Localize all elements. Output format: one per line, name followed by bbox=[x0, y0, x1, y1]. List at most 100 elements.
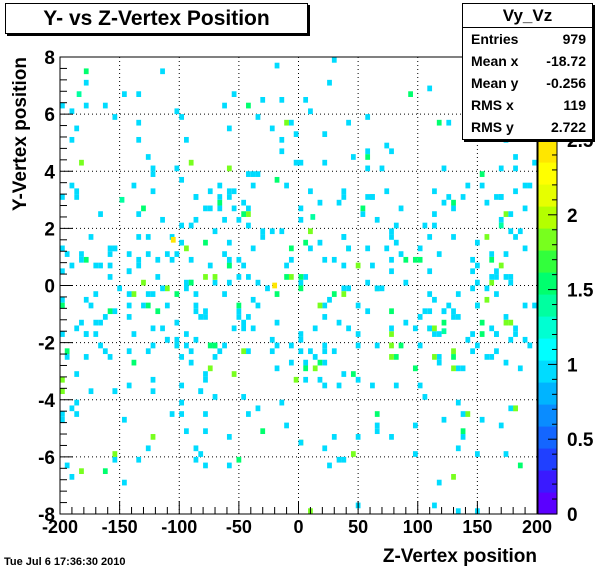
palette-tick-label: 0 bbox=[567, 505, 578, 526]
bin bbox=[274, 342, 280, 349]
bin bbox=[298, 331, 304, 337]
bin bbox=[174, 108, 180, 115]
bin bbox=[341, 456, 347, 463]
stats-row-entries: Entries 979 bbox=[463, 28, 592, 50]
bin bbox=[236, 256, 242, 263]
bin bbox=[98, 342, 103, 349]
stats-label: RMS x bbox=[471, 97, 514, 113]
bin bbox=[484, 199, 490, 206]
bin bbox=[126, 348, 132, 355]
bin bbox=[451, 348, 456, 355]
bin bbox=[365, 308, 371, 315]
bin bbox=[470, 268, 475, 275]
bin bbox=[184, 136, 189, 143]
bin bbox=[274, 176, 280, 183]
bin bbox=[231, 371, 237, 377]
bin bbox=[169, 411, 175, 417]
bin bbox=[255, 171, 261, 177]
bin bbox=[303, 376, 309, 383]
bin bbox=[398, 342, 404, 349]
bin bbox=[503, 274, 509, 280]
bin bbox=[83, 102, 89, 109]
bin bbox=[393, 382, 399, 389]
bin bbox=[150, 165, 156, 172]
bin bbox=[226, 462, 232, 469]
bin bbox=[389, 342, 394, 349]
bin bbox=[417, 382, 423, 389]
bin bbox=[446, 194, 452, 200]
bin bbox=[436, 359, 442, 366]
bin bbox=[474, 262, 480, 269]
bin bbox=[131, 359, 137, 366]
bin bbox=[279, 96, 285, 103]
bin bbox=[260, 428, 266, 435]
bin bbox=[74, 399, 80, 406]
bin bbox=[389, 434, 394, 440]
bin bbox=[412, 422, 418, 429]
bin bbox=[341, 371, 347, 377]
bin bbox=[217, 199, 223, 206]
bin bbox=[241, 319, 247, 326]
bin bbox=[403, 279, 409, 286]
bin bbox=[508, 279, 514, 286]
bin bbox=[83, 68, 89, 75]
bin bbox=[60, 331, 65, 337]
bin bbox=[508, 228, 514, 235]
bin bbox=[174, 342, 180, 349]
bin bbox=[427, 308, 433, 315]
bin bbox=[355, 342, 361, 349]
bin bbox=[279, 228, 285, 235]
bin bbox=[441, 319, 447, 326]
palette-swatch bbox=[538, 206, 557, 229]
bin bbox=[455, 365, 461, 372]
bin bbox=[355, 262, 361, 269]
bin bbox=[145, 234, 151, 240]
bin bbox=[150, 434, 156, 440]
bin bbox=[69, 405, 75, 412]
bin bbox=[360, 205, 366, 212]
palette-swatch bbox=[538, 382, 557, 405]
bin bbox=[298, 279, 304, 286]
y-tick-label: 8 bbox=[44, 48, 55, 69]
bin bbox=[150, 188, 156, 195]
bin bbox=[451, 314, 456, 320]
bin bbox=[107, 262, 113, 269]
bin bbox=[60, 416, 65, 423]
bin bbox=[417, 314, 423, 320]
stats-value: 2.722 bbox=[550, 119, 586, 135]
bin bbox=[489, 325, 495, 332]
bin bbox=[336, 456, 342, 463]
bin bbox=[322, 382, 328, 389]
bin bbox=[346, 285, 351, 292]
bin bbox=[250, 325, 256, 332]
bin bbox=[284, 182, 289, 189]
bin bbox=[322, 256, 328, 263]
bin bbox=[494, 268, 499, 275]
bin-highlight bbox=[76, 91, 82, 97]
bin bbox=[432, 331, 437, 337]
bin bbox=[136, 119, 142, 126]
bin bbox=[432, 325, 437, 332]
bin bbox=[141, 205, 146, 212]
bin bbox=[470, 285, 475, 292]
bin bbox=[384, 142, 390, 149]
bin bbox=[484, 296, 490, 303]
bin bbox=[131, 331, 137, 337]
bin bbox=[226, 165, 232, 172]
bin bbox=[474, 239, 480, 246]
bin bbox=[284, 274, 289, 280]
bin bbox=[64, 348, 70, 355]
bin bbox=[60, 411, 65, 417]
bin bbox=[88, 388, 94, 395]
bin bbox=[269, 336, 275, 343]
bin bbox=[188, 256, 194, 263]
bin bbox=[145, 154, 151, 160]
bin bbox=[174, 336, 180, 343]
bin bbox=[498, 262, 504, 269]
stats-value: 119 bbox=[563, 97, 586, 113]
bin bbox=[522, 182, 528, 189]
bin bbox=[217, 194, 223, 200]
bin bbox=[298, 348, 304, 355]
x-tick-label: 200 bbox=[522, 517, 552, 537]
